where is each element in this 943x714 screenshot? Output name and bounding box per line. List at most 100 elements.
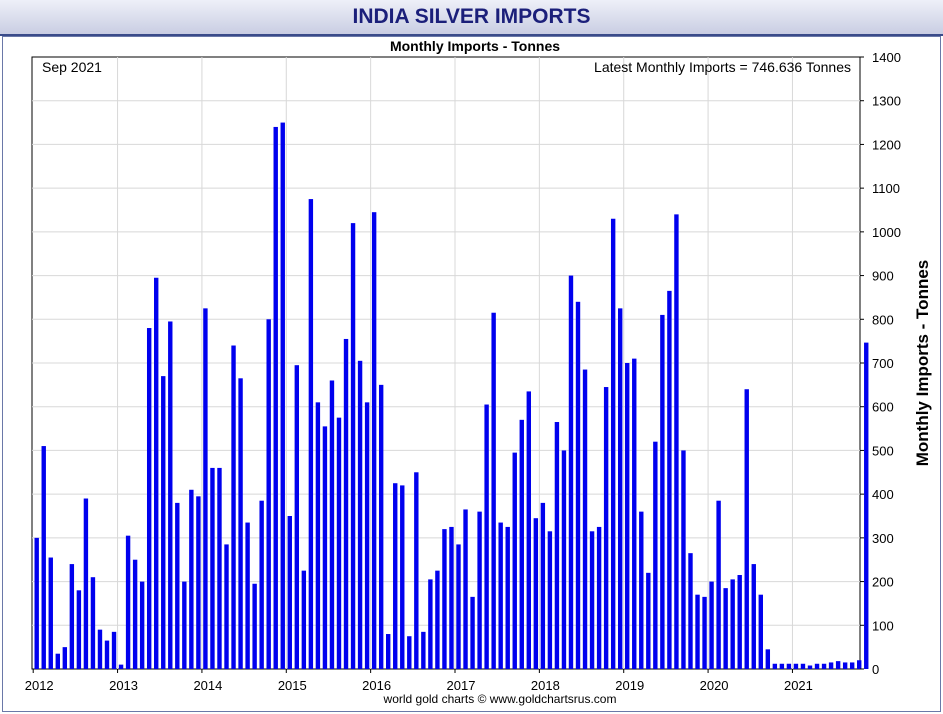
bar	[793, 663, 799, 669]
bar	[772, 663, 778, 669]
bar	[273, 126, 278, 669]
bar	[814, 663, 820, 669]
bar	[449, 526, 454, 669]
bar	[308, 199, 314, 670]
bar	[83, 498, 89, 669]
bar	[737, 575, 742, 669]
bar	[393, 483, 398, 669]
bar	[723, 588, 728, 669]
bar	[210, 467, 215, 669]
y-tick-label: 0	[872, 662, 879, 677]
x-tick-label: 2020	[700, 678, 729, 693]
bar	[343, 338, 349, 669]
bar	[224, 544, 229, 669]
bar	[765, 649, 771, 669]
bar	[41, 446, 46, 669]
y-tick-label: 900	[872, 269, 894, 284]
bar	[864, 342, 869, 669]
bar	[702, 596, 707, 669]
bar	[526, 391, 531, 669]
x-tick-label: 2018	[531, 678, 560, 693]
bar	[484, 404, 489, 669]
bar	[196, 496, 201, 669]
bar	[751, 564, 756, 669]
bar	[76, 590, 82, 669]
bar	[786, 663, 792, 669]
bar	[48, 557, 53, 669]
bar	[386, 634, 391, 669]
bars	[34, 122, 869, 670]
bar	[589, 531, 595, 669]
bar	[203, 308, 208, 669]
bar	[709, 581, 714, 669]
bar	[329, 380, 335, 669]
bar	[421, 631, 426, 669]
bar	[189, 489, 194, 669]
bar	[175, 502, 180, 669]
bar	[800, 663, 806, 669]
bar	[828, 662, 834, 669]
source-credit: world gold charts © www.goldchartsrus.co…	[383, 692, 617, 706]
bar	[533, 518, 539, 669]
y-tick-label: 100	[872, 618, 894, 633]
bar	[688, 553, 693, 669]
bar	[322, 426, 328, 669]
bar	[758, 594, 763, 669]
x-tick-label: 2019	[615, 678, 644, 693]
bar	[259, 500, 264, 669]
bar	[97, 629, 103, 669]
bar	[301, 570, 307, 669]
bar	[252, 583, 257, 669]
bar	[498, 522, 503, 669]
bar	[168, 321, 173, 669]
bar	[617, 308, 623, 669]
y-tick-label: 300	[872, 531, 894, 546]
bar	[625, 363, 630, 669]
bar	[350, 223, 356, 669]
bar	[182, 581, 187, 669]
bar	[280, 122, 285, 670]
bar	[357, 360, 363, 669]
date-label: Sep 2021	[42, 59, 102, 75]
bar	[378, 384, 384, 669]
bar	[34, 537, 39, 669]
bar	[674, 214, 679, 669]
bar	[463, 509, 468, 669]
bar	[161, 376, 166, 669]
bar	[519, 419, 524, 669]
y-tick-label: 200	[872, 575, 894, 590]
bar	[442, 529, 447, 669]
bar	[238, 378, 243, 669]
bar	[857, 660, 862, 669]
bar	[90, 577, 96, 669]
x-axis-ticks: 2012 2013 2014 2015 2016 2017 2018 2019 2020 2021	[25, 669, 813, 693]
bar	[414, 472, 419, 669]
x-tick-label: 2021	[784, 678, 813, 693]
bar	[456, 544, 461, 669]
y-tick-label: 400	[872, 487, 894, 502]
bar	[660, 314, 665, 669]
x-tick-label: 2016	[362, 678, 391, 693]
bar	[730, 579, 735, 669]
bar	[849, 662, 855, 669]
bar	[695, 594, 700, 669]
x-tick-label: 2015	[278, 678, 307, 693]
bar	[561, 450, 567, 669]
bar	[505, 526, 510, 669]
bar	[118, 664, 124, 669]
bar	[807, 665, 813, 669]
y-tick-label: 700	[872, 356, 894, 371]
latest-imports-label: Latest Monthly Imports = 746.636 Tonnes	[594, 59, 851, 75]
y-tick-label: 1200	[872, 137, 901, 152]
y-tick-label: 600	[872, 400, 894, 415]
y-tick-label: 1400	[872, 50, 901, 65]
bar	[470, 596, 475, 669]
bar	[371, 212, 377, 669]
bar	[512, 452, 517, 669]
bar	[294, 365, 300, 669]
bar	[568, 275, 574, 669]
bar	[596, 526, 602, 669]
y-tick-label: 500	[872, 443, 894, 458]
x-tick-label: 2014	[193, 678, 222, 693]
